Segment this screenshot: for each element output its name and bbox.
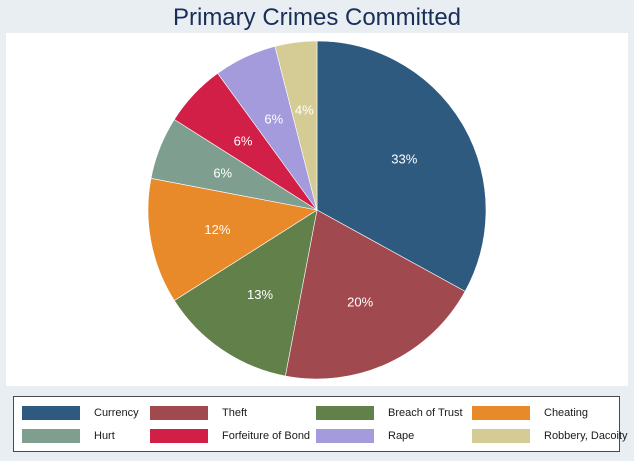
legend-swatch: [150, 406, 208, 420]
legend-swatch: [472, 406, 530, 420]
legend-label: Cheating: [544, 407, 589, 419]
pie-slice-cheating: [147, 177, 318, 301]
legend-label: Forfeiture of Bond: [222, 430, 311, 442]
plot-area: 33% 20% 13% 12% 6% 6% 6% 4%: [6, 33, 628, 386]
legend: Currency Theft Breach of Trust Cheating Hurt…: [13, 396, 628, 452]
legend-label: Theft: [222, 407, 248, 419]
legend-swatch: [150, 429, 208, 443]
legend-swatch: [316, 429, 374, 443]
pie-slice-theft: [284, 209, 466, 380]
slice-label: 6%: [264, 111, 283, 126]
pie-chart: 33% 20% 13% 12% 6% 6% 6% 4%: [147, 40, 487, 380]
legend-swatch: [22, 406, 80, 420]
slice-label: 4%: [295, 102, 314, 117]
legend-label: Hurt: [94, 430, 115, 442]
slice-label: 33%: [391, 151, 417, 166]
pie-slice-breach-of-trust: [173, 209, 318, 377]
legend-label: Currency: [94, 407, 139, 419]
chart-title: Primary Crimes Committed: [172, 4, 462, 31]
pie-slice-currency: [316, 40, 487, 292]
slice-label: 6%: [213, 166, 232, 181]
legend-swatch: [316, 406, 374, 420]
legend-label: Breach of Trust: [388, 407, 463, 419]
slice-label: 20%: [347, 295, 373, 310]
legend-label: Rape: [388, 430, 415, 442]
pie-slice-robbery-dacoity: [274, 40, 318, 211]
legend-label: Robbery, Dacoity: [544, 430, 628, 442]
slice-label: 12%: [204, 222, 230, 237]
slice-label: 6%: [234, 134, 253, 149]
legend-swatch: [472, 429, 530, 443]
slice-label: 13%: [247, 287, 273, 302]
legend-swatch: [22, 429, 80, 443]
